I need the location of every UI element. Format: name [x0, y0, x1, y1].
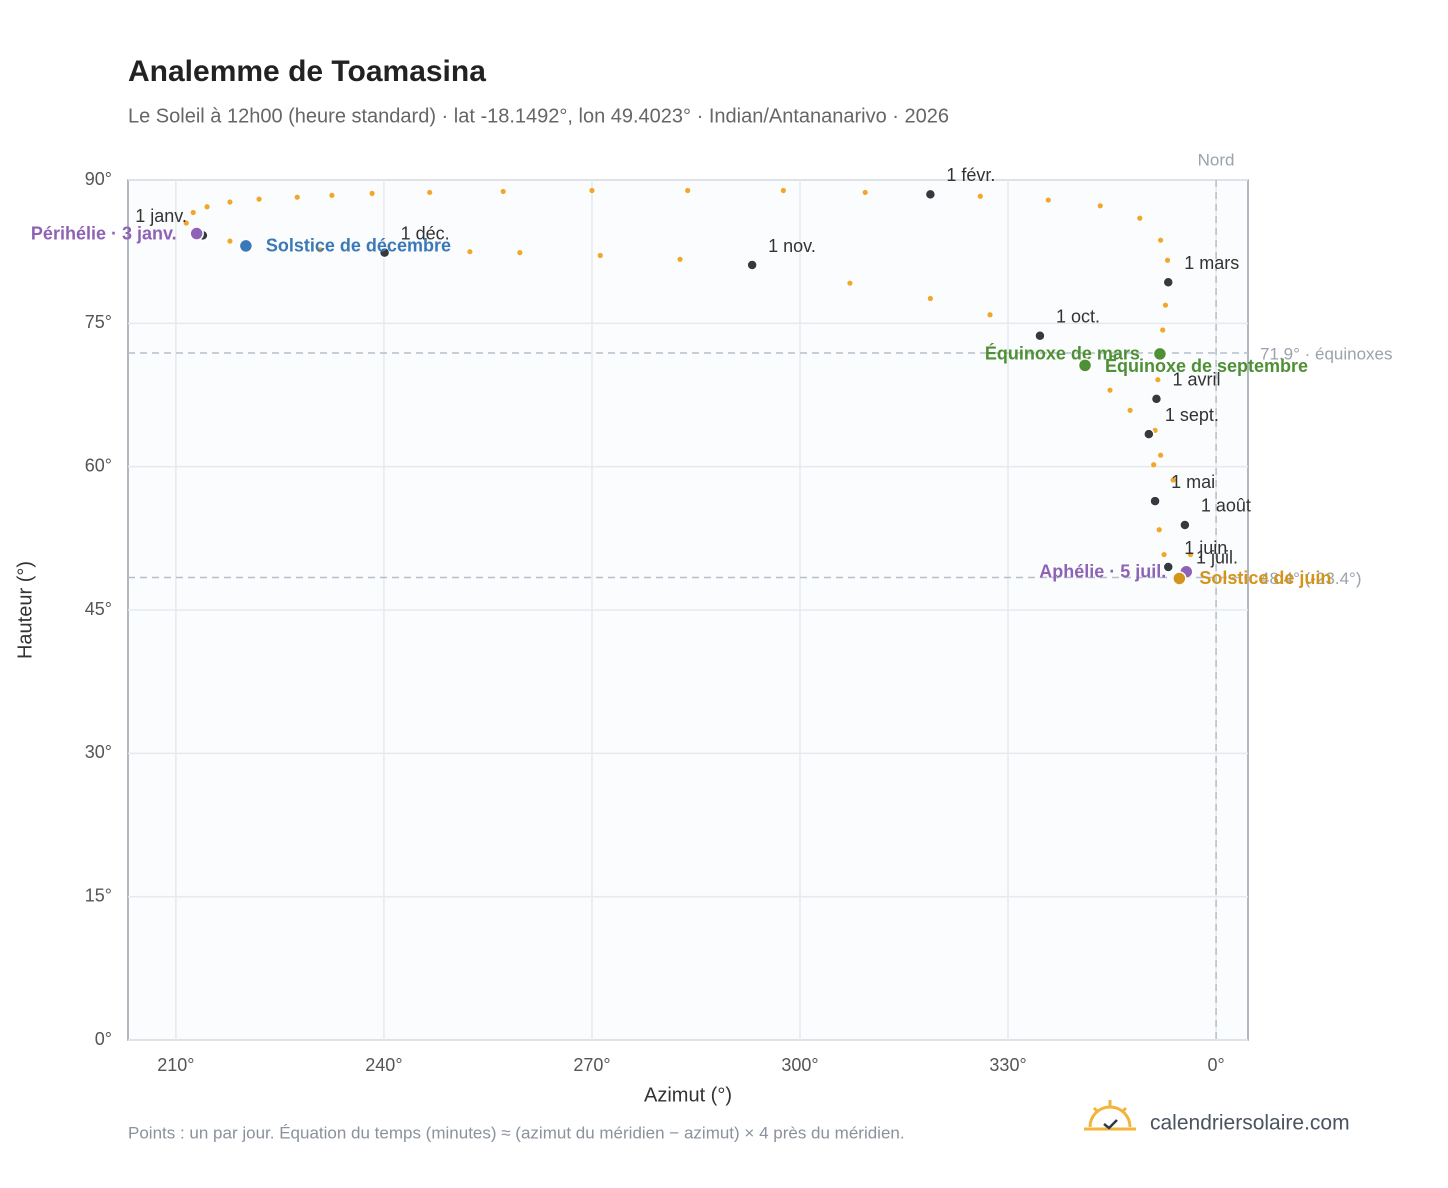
- daily-point: [1107, 387, 1113, 393]
- daily-point: [1045, 197, 1051, 203]
- date-marker: [1149, 495, 1161, 507]
- daily-point: [597, 252, 603, 259]
- event-label: Équinoxe de septembre: [1105, 355, 1308, 376]
- daily-point: [1160, 327, 1166, 333]
- daily-point: [927, 295, 933, 302]
- date-marker: [1150, 393, 1163, 405]
- daily-point: [317, 247, 323, 253]
- y-axis-label: Hauteur (°): [14, 561, 36, 659]
- daily-point: [1162, 302, 1169, 308]
- daily-point: [517, 250, 523, 256]
- daily-point: [1164, 257, 1171, 263]
- event-label: Solstice de décembre: [266, 236, 451, 256]
- date-label: 1 juin: [1184, 538, 1227, 558]
- north-label: Nord: [1198, 150, 1235, 169]
- event-label: Équinoxe de mars: [985, 343, 1140, 364]
- daily-point: [1097, 203, 1103, 209]
- date-label: 1 juil.: [1196, 547, 1238, 567]
- daily-point: [780, 187, 786, 194]
- daily-point: [847, 280, 853, 286]
- x-tick-label: 330°: [989, 1055, 1026, 1075]
- daily-point: [1158, 237, 1164, 243]
- daily-point: [227, 199, 233, 205]
- daily-point: [977, 193, 983, 199]
- date-label: 1 août: [1201, 496, 1251, 516]
- y-tick-label: 15°: [85, 885, 112, 905]
- daily-point: [427, 189, 433, 196]
- chart-title: Analemme de Toamasina: [128, 55, 486, 88]
- date-label: 1 mars: [1184, 253, 1239, 273]
- date-marker: [1162, 276, 1174, 288]
- daily-point: [1158, 452, 1164, 458]
- brand: calendriersolaire.com: [1150, 1112, 1350, 1135]
- daily-point: [1187, 551, 1194, 558]
- x-axis-label: Azimut (°): [644, 1084, 732, 1106]
- event-marker: [1152, 346, 1168, 362]
- date-marker: [1162, 561, 1174, 573]
- daily-point: [190, 209, 196, 216]
- date-marker: [924, 188, 937, 201]
- chart-subtitle: Le Soleil à 12h00 (heure standard) · lat…: [128, 105, 949, 127]
- x-tick-label: 270°: [573, 1055, 610, 1075]
- daily-point: [685, 187, 691, 194]
- event-marker: [238, 238, 254, 254]
- daily-point: [329, 192, 335, 198]
- daily-point: [467, 249, 473, 255]
- reference-label: 71.9° · équinoxes: [1260, 344, 1393, 363]
- daily-point: [500, 188, 506, 195]
- daily-point: [227, 238, 233, 244]
- x-tick-label: 210°: [157, 1055, 194, 1075]
- event-label: Solstice de juin: [1199, 568, 1331, 588]
- event-marker: [1172, 571, 1187, 586]
- daily-point: [987, 312, 993, 318]
- daily-point: [204, 204, 210, 210]
- date-marker: [1179, 519, 1191, 531]
- date-label: 1 janv.: [135, 206, 187, 226]
- date-marker: [746, 259, 758, 271]
- date-marker: [378, 246, 391, 259]
- y-tick-label: 60°: [85, 455, 112, 475]
- daily-point: [862, 189, 868, 196]
- y-tick-label: 75°: [85, 312, 112, 332]
- daily-point: [1170, 477, 1176, 483]
- daily-point: [1155, 377, 1161, 383]
- date-marker: [1034, 330, 1046, 342]
- reference-label: 48.4° (-23.4°): [1260, 569, 1361, 588]
- daily-point: [589, 187, 595, 194]
- footnote: Points : un par jour. Équation du temps …: [128, 1123, 905, 1142]
- daily-point: [677, 256, 683, 262]
- y-tick-label: 0°: [95, 1029, 112, 1049]
- x-tick-label: 300°: [781, 1055, 818, 1075]
- date-label: 1 avril: [1172, 370, 1220, 390]
- daily-point: [1151, 462, 1157, 468]
- daily-point: [1161, 551, 1167, 558]
- y-tick-label: 45°: [85, 599, 112, 619]
- y-tick-label: 30°: [85, 742, 112, 762]
- event-marker: [189, 226, 204, 241]
- x-tick-label: 240°: [365, 1055, 402, 1075]
- event-label: Périhélie · 3 janv.: [31, 223, 177, 243]
- event-marker: [1077, 358, 1093, 373]
- daily-point: [1127, 407, 1133, 413]
- daily-point: [1137, 215, 1143, 221]
- date-marker: [1143, 428, 1155, 440]
- date-label: 1 févr.: [946, 165, 995, 185]
- daily-point: [369, 190, 375, 196]
- daily-point: [1156, 527, 1162, 533]
- date-label: 1 mai: [1171, 472, 1215, 492]
- daily-point: [294, 194, 300, 200]
- date-label: 1 sept.: [1165, 405, 1219, 425]
- date-label: 1 nov.: [768, 236, 816, 256]
- x-tick-label: 0°: [1207, 1055, 1224, 1075]
- date-label: 1 déc.: [401, 223, 450, 243]
- date-label: 1 oct.: [1056, 307, 1100, 327]
- brand-logo: [1084, 1100, 1136, 1131]
- daily-point: [183, 220, 189, 226]
- daily-point: [256, 196, 262, 202]
- y-tick-label: 90°: [85, 169, 112, 189]
- event-label: Aphélie · 5 juil.: [1039, 562, 1166, 582]
